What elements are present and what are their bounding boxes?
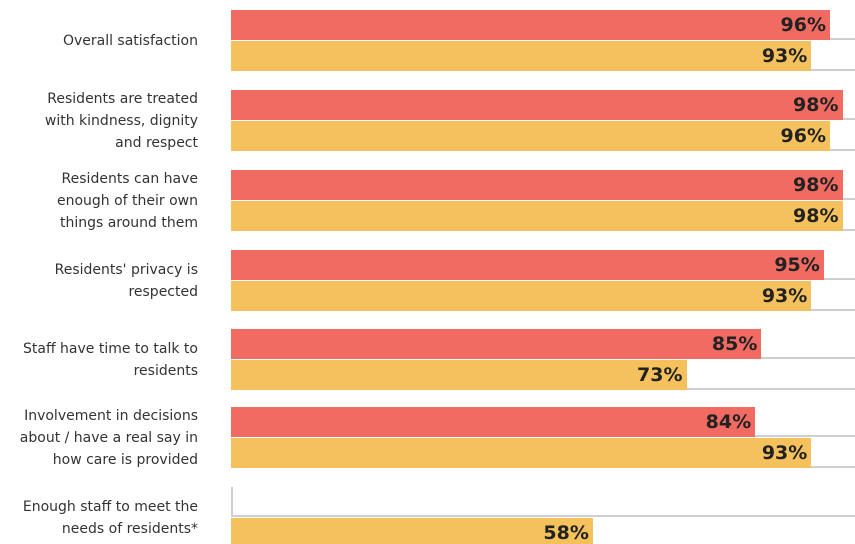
category-label: Staff have time to talk to residents (0, 338, 198, 382)
value-label: 93% (761, 442, 808, 464)
bar (231, 90, 843, 120)
category-label: Residents' privacy is respected (0, 259, 198, 303)
bar (231, 407, 756, 437)
category-text: Involvement in decisions about / have a … (19, 408, 198, 468)
category-text: Overall satisfaction (62, 33, 198, 49)
category-label: Overall satisfaction (0, 30, 198, 52)
category-text: Staff have time to talk to residents (22, 341, 198, 379)
value-label: 98% (793, 174, 839, 196)
category-label: Residents are treated with kindness, dig… (0, 88, 198, 154)
value-label: 73% (637, 364, 683, 386)
value-label: 93% (761, 285, 808, 307)
bar-track (231, 515, 855, 517)
bar (231, 360, 687, 390)
category-label: Residents can have enough of their own t… (0, 168, 198, 234)
bar-track-start (231, 487, 233, 517)
value-label: 84% (705, 411, 752, 433)
value-label: 85% (711, 333, 758, 355)
bar (231, 438, 812, 468)
category-text: Residents can have enough of their own t… (56, 171, 198, 231)
category-text: Residents' privacy is respected (54, 262, 198, 300)
value-label: 96% (780, 14, 827, 36)
bar (231, 518, 593, 544)
value-label: 98% (793, 94, 839, 116)
value-label: 98% (793, 205, 839, 227)
bar (231, 10, 831, 40)
category-text: Residents are treated with kindness, dig… (44, 91, 198, 151)
bar (231, 250, 824, 280)
category-label: Involvement in decisions about / have a … (0, 405, 198, 471)
category-label: Enough staff to meet the needs of reside… (0, 496, 198, 540)
category-text: Enough staff to meet the needs of reside… (22, 499, 198, 537)
value-label: 93% (761, 45, 808, 67)
bar (231, 281, 812, 311)
bar (231, 121, 831, 151)
value-label: 95% (774, 254, 820, 276)
bar (231, 201, 843, 231)
bar (231, 170, 843, 200)
bar (231, 41, 812, 71)
value-label: 58% (543, 522, 589, 544)
bar (231, 329, 762, 359)
value-label: 96% (780, 125, 827, 147)
